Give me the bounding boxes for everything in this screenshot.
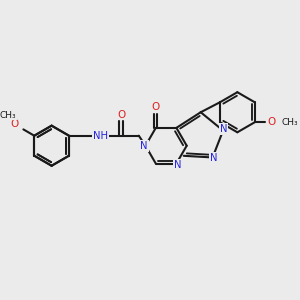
Text: NH: NH xyxy=(93,131,108,141)
Text: O: O xyxy=(117,110,125,119)
Text: O: O xyxy=(267,117,275,127)
Text: N: N xyxy=(173,160,181,170)
Text: CH₃: CH₃ xyxy=(0,111,16,120)
Text: O: O xyxy=(11,119,19,129)
Text: N: N xyxy=(140,141,148,151)
Text: CH₃: CH₃ xyxy=(282,118,298,127)
Text: N: N xyxy=(210,153,217,163)
Text: O: O xyxy=(152,102,160,112)
Text: N: N xyxy=(220,124,228,134)
